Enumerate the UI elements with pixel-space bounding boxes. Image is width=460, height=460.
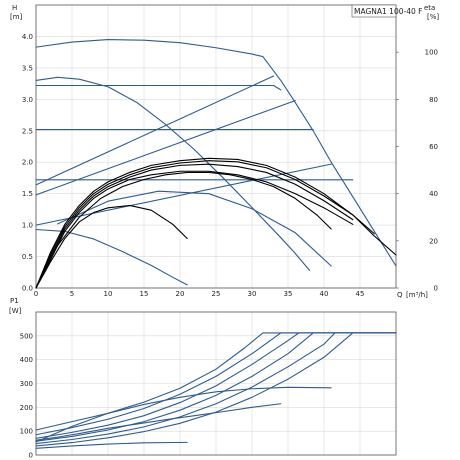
power-curve <box>35 403 282 441</box>
x-tick-label: 20 <box>176 290 185 298</box>
eta-tick-label: 80 <box>429 96 438 104</box>
head-curve <box>57 190 332 267</box>
power-axis-label: P1 <box>10 297 19 305</box>
head-chart-y-ticks: 0.0 0.5 1.0 1.5 2.0 2.5 3.0 3.5 4.0 <box>22 33 33 293</box>
head-tick-label: 0.0 <box>22 285 33 293</box>
eta-axis-unit: [%] <box>427 13 439 21</box>
eta-tick-label: 60 <box>429 143 438 151</box>
eta-axis-label: eta <box>424 4 435 12</box>
x-tick-label: 30 <box>248 290 257 298</box>
efficiency-curve <box>35 163 354 289</box>
head-curve <box>35 100 296 196</box>
efficiency-curve <box>35 204 188 289</box>
head-tick-label: 1.0 <box>22 222 33 230</box>
head-tick-label: 1.5 <box>22 190 33 198</box>
head-chart-curves <box>35 39 397 289</box>
x-tick-label: 0 <box>34 290 38 298</box>
head-axis-label: H <box>12 4 17 12</box>
power-curve <box>35 332 397 445</box>
x-tick-label: 15 <box>140 290 149 298</box>
head-curve <box>35 84 282 91</box>
chart-title: MAGNA1 100-40 F <box>354 7 422 16</box>
eta-tick-label: 20 <box>429 237 438 245</box>
head-chart-x-ticks: 0 5 10 15 20 25 30 35 40 45 <box>34 290 365 298</box>
power-chart-y-ticks: 0 100 200 300 400 500 <box>20 332 33 459</box>
power-axis-unit: [W] <box>9 307 22 315</box>
power-curve <box>35 332 397 431</box>
head-tick-label: 3.5 <box>22 64 33 72</box>
eta-axis-ticks: 0 20 40 60 80 100 <box>396 49 438 293</box>
x-tick-label: 25 <box>212 290 221 298</box>
head-tick-label: 2.0 <box>22 159 33 167</box>
power-tick-label: 500 <box>20 332 33 340</box>
efficiency-curve <box>35 170 354 289</box>
flow-axis-label: Q <box>397 291 403 299</box>
head-tick-label: 2.5 <box>22 127 33 135</box>
head-curve <box>35 76 311 271</box>
x-tick-label: 40 <box>320 290 329 298</box>
efficiency-curve <box>35 171 332 289</box>
eta-tick-label: 0 <box>434 285 438 293</box>
power-curve <box>35 332 397 442</box>
power-tick-label: 0 <box>29 452 33 460</box>
power-tick-label: 100 <box>20 428 33 436</box>
x-tick-label: 45 <box>356 290 365 298</box>
head-axis-unit: [m] <box>10 13 23 21</box>
power-tick-label: 200 <box>20 404 33 412</box>
power-curve <box>35 441 188 449</box>
head-tick-label: 0.5 <box>22 253 33 261</box>
power-chart-curves <box>35 332 397 449</box>
power-chart: 0 100 200 300 400 500 P1 [W] <box>9 297 397 460</box>
head-tick-label: 4.0 <box>22 33 33 41</box>
head-tick-label: 3.0 <box>22 96 33 104</box>
eta-tick-label: 40 <box>429 190 438 198</box>
head-chart: 0 5 10 15 20 25 30 35 40 45 0.0 0.5 1.0 1.5 2.0 2.5 3.0… <box>10 4 439 299</box>
power-tick-label: 300 <box>20 380 33 388</box>
head-curve <box>35 39 397 267</box>
power-chart-frame <box>35 311 397 456</box>
x-tick-label: 5 <box>70 290 74 298</box>
x-tick-label: 10 <box>104 290 113 298</box>
efficiency-curve <box>35 160 375 289</box>
head-curve <box>35 75 275 186</box>
flow-axis-unit: [m³/h] <box>406 291 428 299</box>
power-curve <box>35 332 397 436</box>
efficiency-curve <box>35 157 397 289</box>
x-tick-label: 35 <box>284 290 293 298</box>
power-tick-label: 400 <box>20 356 33 364</box>
title-box <box>351 4 397 18</box>
eta-tick-label: 100 <box>425 49 438 57</box>
power-curve <box>35 386 332 443</box>
